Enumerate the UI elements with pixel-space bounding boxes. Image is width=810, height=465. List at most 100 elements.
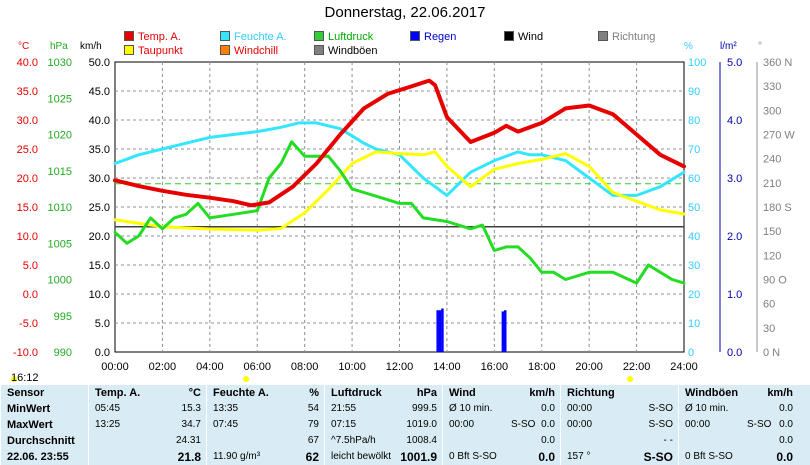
legend-label: Windchill [234,45,279,57]
stats-time: 07:15 [331,419,357,430]
rain-unit-label: l/m² [720,41,737,52]
temp-tick-label: 25.0 [17,144,38,156]
legend-swatch [410,31,420,41]
direction-tick-label: 210 [763,178,781,190]
direction-tick-label: 330 [763,81,781,93]
stats-current-value: 21.8 [177,450,201,464]
humidity-tick-label: 50 [688,202,700,214]
pressure-tick-label: 1015 [48,166,72,178]
direction-tick-label: 120 [763,250,781,262]
direction-tick-label: 90 O [763,275,787,287]
stats-time: 21:55 [331,403,357,414]
sunset-marker [627,376,633,382]
legend-item: Luftdruck [314,31,373,44]
stats-value: 1008.4 [406,435,437,446]
stats-unit-wind: km/h [529,387,555,399]
moon-marker [11,376,17,382]
x-tick-label: 16:00 [481,361,509,373]
x-tick-label: 08:00 [291,361,319,373]
temp-tick-label: 35.0 [17,86,38,98]
stats-row-label: Durchschnitt [7,435,75,447]
legend-swatch [598,31,608,41]
direction-tick-label: 30 [763,323,775,335]
stats-time: 13:35 [213,403,239,414]
pressure-tick-label: 995 [54,311,72,323]
pressure-tick-label: 1020 [48,130,72,142]
legend-item: Regen [410,31,456,44]
legend-swatch [314,31,324,41]
stats-row-label: MinWert [7,403,51,415]
pressure-tick-label: 1005 [48,238,72,250]
rain-bar [441,308,444,352]
legend-label: Luftdruck [328,31,374,43]
stats-time: 07:45 [213,419,239,430]
x-tick-label: 04:00 [196,361,224,373]
stats-time: 00:00 [449,419,475,430]
stats-forecast: leicht bewölkt [331,451,392,462]
rain-tick-label: 5.0 [727,57,742,69]
rain-bar [504,310,507,352]
humidity-tick-label: 60 [688,173,700,185]
stats-header-gusts: Windböen [685,387,739,399]
series-line-taupunkt [113,150,686,232]
stats-dir: S-SO [511,419,536,430]
wind-tick-label: 35.0 [89,144,110,156]
x-tick-label: 06:00 [243,361,271,373]
stats-table: Sensor MinWert MaxWert Durchschnitt 22.0… [0,385,810,465]
x-tick-label: 00:00 [101,361,129,373]
stats-unit-pressure: hPa [416,387,437,399]
current-time-label: 16:12 [11,372,39,384]
stats-degrees: 157 ° [567,451,591,462]
stats-time: Ø 10 min. [685,403,729,414]
stats-value: 67 [307,435,319,446]
stats-bft: 0 Bft S-SO [449,451,497,462]
stats-current-value: S-SO [643,450,673,464]
stats-value: 79 [307,419,319,430]
stats-header-wind: Wind [449,387,476,399]
direction-tick-label: 300 [763,105,781,117]
stats-value: 15.3 [181,403,201,414]
stats-row-label: 22.06. 23:55 [7,451,69,463]
direction-tick-label: 0 N [763,347,780,359]
stats-current-value: 1001.9 [400,450,437,464]
legend-label: Taupunkt [138,45,183,57]
x-tick-label: 14:00 [433,361,461,373]
stats-value: 1019.0 [406,419,437,430]
stats-header-humidity: Feuchte A. [213,387,269,399]
x-tick-label: 02:00 [149,361,177,373]
pressure-tick-label: 990 [54,347,72,359]
legend-swatch [124,45,134,55]
wind-tick-label: 20.0 [89,231,110,243]
wind-tick-label: 30.0 [89,173,110,185]
humidity-tick-label: 90 [688,86,700,98]
wind-tick-label: 25.0 [89,202,110,214]
rain-bar [438,310,442,352]
stats-value: 54 [307,403,319,414]
wind-unit-label: km/h [80,41,102,52]
chart-title: Donnerstag, 22.06.2017 [324,4,486,21]
rain-tick-label: 2.0 [727,231,742,243]
stats-header-sensor: Sensor [7,387,45,399]
rain-tick-label: 4.0 [727,115,742,127]
stats-col-gusts: Windböen km/h Ø 10 min. 0.0 00:00 S-SO 0.0 0… [678,385,799,465]
temp-tick-label: 10.0 [17,231,38,243]
pressure-tick-label: 1000 [48,275,72,287]
rain-tick-label: 0.0 [727,347,742,359]
legend-item: Temp. A. [124,31,181,44]
x-tick-label: 10:00 [338,361,366,373]
legend-swatch [504,31,514,41]
stats-time: 00:00 [567,403,593,414]
stats-value: 999.5 [411,403,437,414]
legend-item: Windböen [314,45,378,58]
pressure-tick-label: 1010 [48,202,72,214]
stats-value: 34.7 [181,419,201,430]
stats-col-temp: Temp. A. °C 05:45 15.3 13:25 34.7 24.31 21.… [88,385,207,465]
stats-header-pressure: Luftdruck [331,387,382,399]
stats-time: 00:00 [685,419,711,430]
stats-value: S-SO [648,419,673,430]
stats-value: 24.31 [175,435,201,446]
temp-tick-label: 15.0 [17,202,38,214]
temp-tick-label: -10.0 [13,347,38,359]
direction-tick-label: 360 N [763,57,792,69]
stats-value: - - [663,435,673,446]
